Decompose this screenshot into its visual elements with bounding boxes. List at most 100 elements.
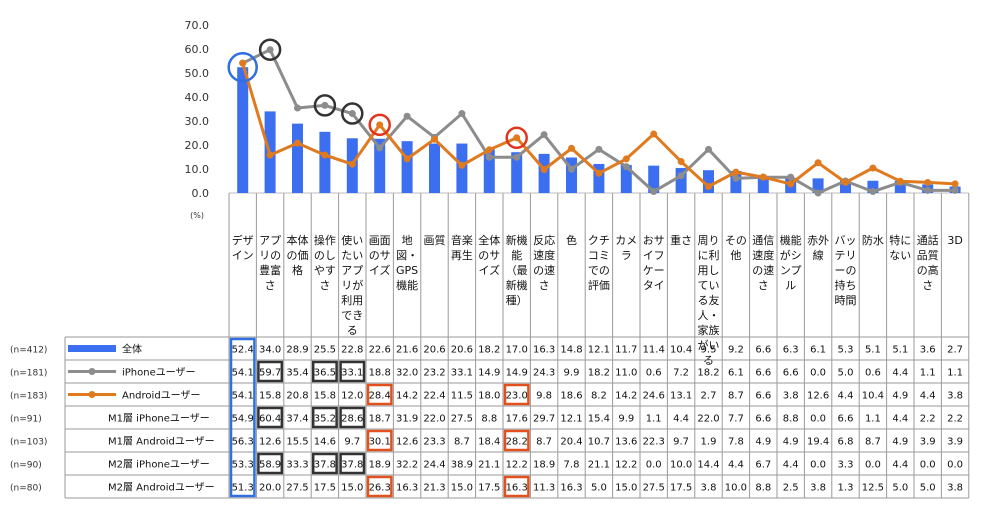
line-point <box>239 59 247 67</box>
category-label: 通話 <box>917 233 939 247</box>
row-n-label: (n=80) <box>10 484 42 494</box>
value-cell: 6.8 <box>838 437 854 448</box>
value-cell: 6.1 <box>810 345 826 356</box>
value-cell: 3.3 <box>838 460 854 471</box>
value-cell: 23.3 <box>423 437 445 448</box>
value-cell: 24.4 <box>423 460 445 471</box>
value-cell: 17.5 <box>314 483 336 494</box>
row-n-label: (n=91) <box>10 415 42 425</box>
value-cell: 15.8 <box>259 391 281 402</box>
value-cell: 6.6 <box>783 368 799 379</box>
value-cell: 1.1 <box>920 368 936 379</box>
category-label: 格 <box>292 263 303 277</box>
category-label: に利 <box>698 249 720 262</box>
line-point <box>348 110 356 118</box>
value-cell: 10.4 <box>862 391 884 402</box>
value-cell: 54.9 <box>232 414 254 425</box>
value-cell: 23.2 <box>423 368 445 379</box>
value-cell: 15.5 <box>286 437 308 448</box>
value-cell: 8.2 <box>591 391 607 402</box>
highlight-box <box>503 383 530 406</box>
value-cell: 3.6 <box>920 345 936 356</box>
value-cell: 1.1 <box>865 414 881 425</box>
value-cell: 17.5 <box>670 483 692 494</box>
value-cell: 1.1 <box>947 368 963 379</box>
bar <box>566 157 577 193</box>
value-cell: 8.8 <box>783 414 799 425</box>
value-cell: 7.7 <box>728 414 744 425</box>
category-label: 利用 <box>341 294 363 307</box>
category-label: おサ <box>643 234 665 247</box>
value-cell: 18.6 <box>560 391 582 402</box>
legend-bar-key <box>68 345 116 352</box>
category-label: る友 <box>698 293 720 307</box>
value-cell: 51.3 <box>232 483 254 494</box>
bar <box>812 178 824 193</box>
line-point <box>705 145 712 153</box>
category-label: さ <box>758 279 769 292</box>
category-label: 機能 <box>780 233 802 247</box>
value-cell: 53.3 <box>232 460 254 471</box>
highlight-circle <box>341 102 364 125</box>
line-point <box>650 130 658 138</box>
category-label: 色 <box>566 233 577 247</box>
category-label: の価 <box>287 249 309 262</box>
value-cell: 2.2 <box>947 414 963 425</box>
category-label: 画質 <box>424 233 446 247</box>
line-point <box>266 151 274 159</box>
value-cell: 9.9 <box>564 368 580 379</box>
value-cell: 8.8 <box>481 414 497 425</box>
highlight-box <box>257 406 284 429</box>
value-cell: 22.6 <box>369 345 391 356</box>
highlight-circle <box>313 94 337 117</box>
value-cell: 12.2 <box>506 460 528 471</box>
value-cell: 9.7 <box>344 437 360 448</box>
value-cell: 54.1 <box>232 368 254 379</box>
bar <box>319 131 331 193</box>
value-cell: 37.8 <box>314 460 336 471</box>
line-point <box>348 160 356 168</box>
value-cell: 14.9 <box>478 368 500 379</box>
line-point <box>896 177 904 185</box>
value-cell: 6.6 <box>755 414 771 425</box>
bar <box>730 170 742 193</box>
line-point <box>705 183 712 191</box>
value-cell: 12.1 <box>588 345 610 356</box>
line-point <box>294 139 301 147</box>
bar <box>511 152 523 193</box>
row-n-label: (n=412) <box>10 346 47 356</box>
line-point <box>787 180 795 188</box>
value-cell: 28.9 <box>286 345 308 356</box>
value-cell: 13.6 <box>615 437 637 448</box>
category-label: 速度 <box>752 248 774 262</box>
category-label: さ <box>265 279 276 292</box>
value-cell: 5.0 <box>838 368 854 379</box>
value-cell: 21.1 <box>478 460 500 471</box>
value-cell: 30.1 <box>369 437 391 448</box>
value-cell: 14.2 <box>615 391 637 402</box>
row-n-label: (n=183) <box>10 392 47 402</box>
line-point <box>513 153 521 161</box>
category-label: 反応 <box>533 233 555 247</box>
category-label: 再生 <box>451 248 473 262</box>
highlight-box <box>339 406 366 429</box>
value-cell: 0.0 <box>865 460 881 471</box>
row-series-label: 全体 <box>122 343 142 356</box>
category-label: コミ <box>588 249 610 262</box>
value-cell: 31.9 <box>396 414 418 425</box>
value-cell: 12.1 <box>560 414 582 425</box>
value-cell: 9.5 <box>701 345 717 356</box>
value-cell: 4.4 <box>892 460 908 471</box>
category-label: る <box>347 324 358 337</box>
line-point <box>458 110 466 118</box>
highlight-box <box>257 452 284 475</box>
value-cell: 3.9 <box>920 437 936 448</box>
value-cell: 60.4 <box>259 414 281 425</box>
line-point <box>622 155 630 163</box>
category-label: クチ <box>588 234 610 247</box>
value-cell: 9.8 <box>536 391 552 402</box>
bar <box>703 170 714 193</box>
category-label: やす <box>314 264 336 277</box>
value-cell: 1.3 <box>838 483 854 494</box>
category-label: ル <box>785 279 796 292</box>
